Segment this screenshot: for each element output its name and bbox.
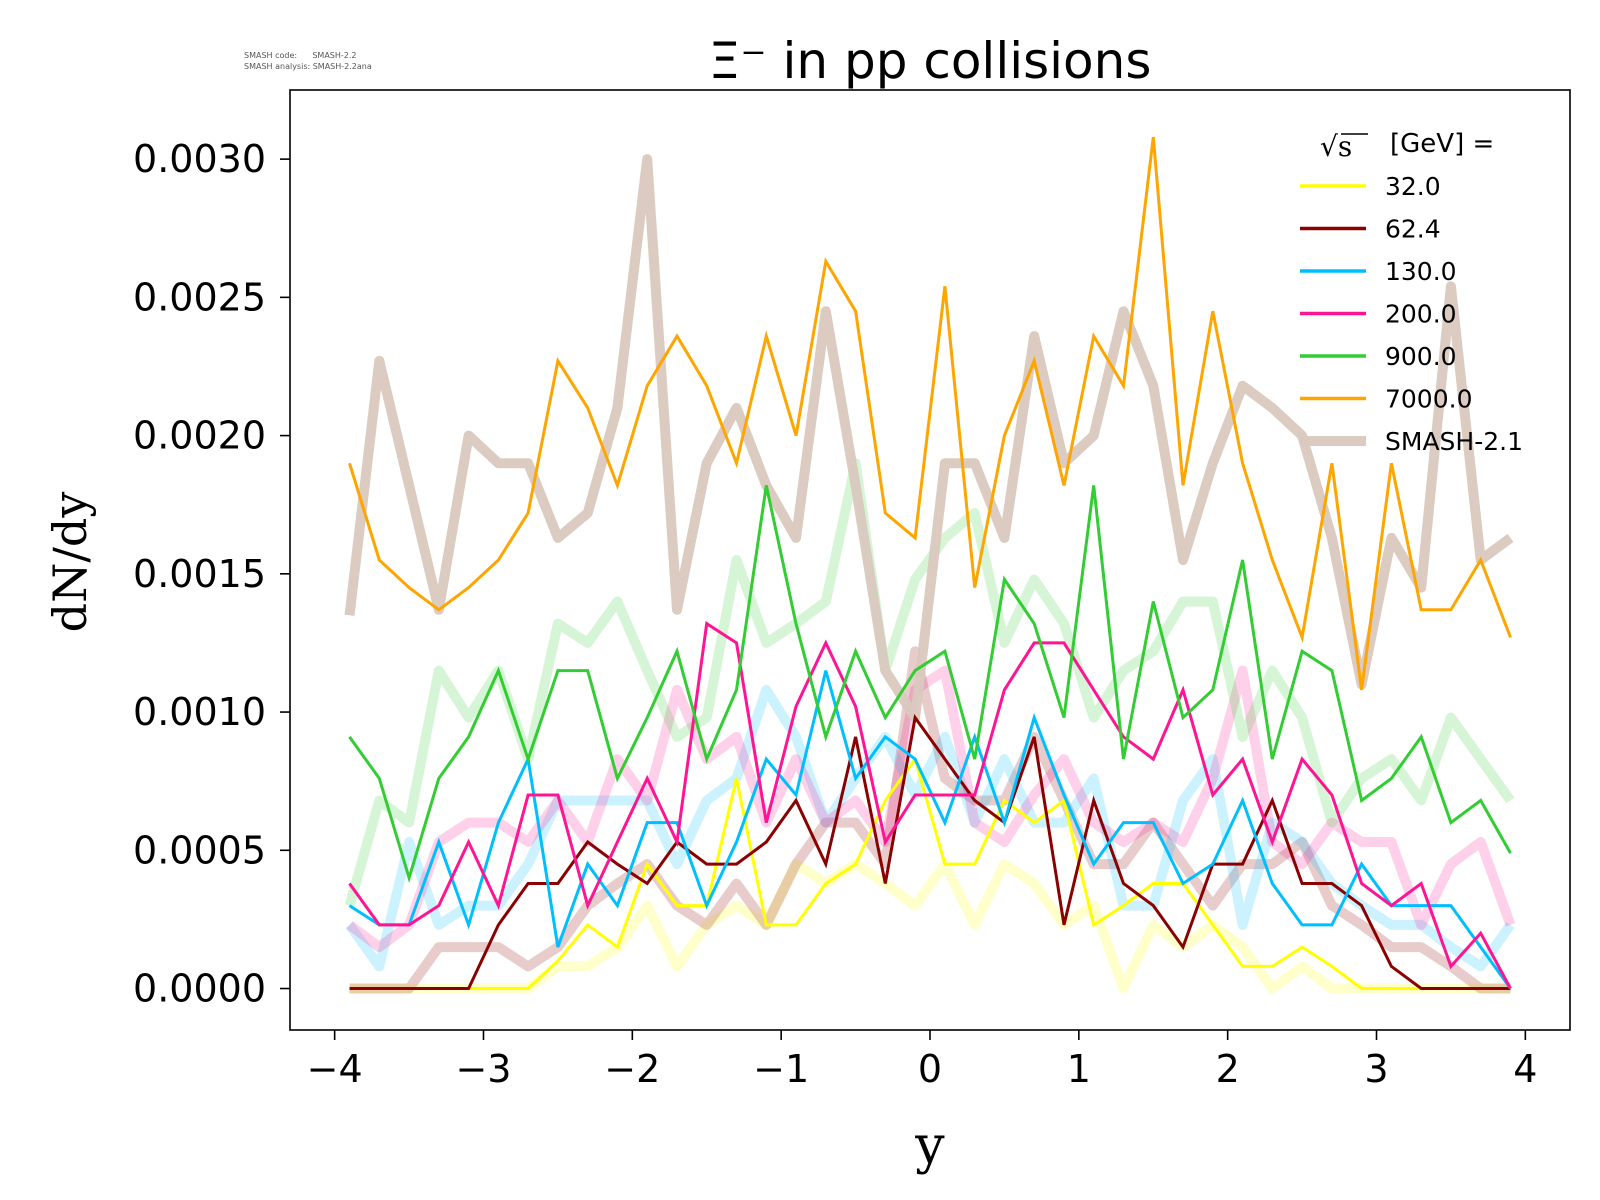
legend: √s [GeV] = 32.0 62.4 130.0 200.0 900.0 7000.0… — [1300, 129, 1523, 456]
series-line-32-0 — [349, 755, 1511, 990]
reference-line-130-0 — [345, 684, 1515, 972]
x-tick-label: 3 — [1364, 1047, 1388, 1091]
series-line-7000-0 — [348, 136, 1512, 691]
x-tick-label: 0 — [918, 1047, 942, 1091]
reference-line-200-0 — [346, 665, 1516, 953]
legend-label: SMASH-2.1 — [1385, 427, 1523, 456]
x-tick-label: 2 — [1216, 1047, 1240, 1091]
legend-label: 200.0 — [1385, 300, 1457, 329]
chart-title: Ξ⁻ in pp collisions — [709, 32, 1152, 90]
legend-title: [GeV] = — [1390, 129, 1494, 159]
smash-code-note: SMASH code: SMASH-2.2 — [244, 51, 357, 60]
legend-label: 900.0 — [1385, 342, 1457, 371]
y-tick-label: 0.0015 — [133, 552, 266, 596]
smash-analysis-note: SMASH analysis: SMASH-2.2ana — [244, 62, 372, 71]
reference-line-32-0 — [349, 859, 1511, 994]
legend-label: 32.0 — [1385, 172, 1441, 201]
x-tick-label: −2 — [604, 1047, 660, 1091]
series-line-62-4 — [349, 713, 1511, 990]
series-line-130-0 — [348, 670, 1512, 990]
x-tick-label: 4 — [1513, 1047, 1537, 1091]
y-tick-label: 0.0020 — [133, 414, 266, 458]
x-tick-label: −1 — [753, 1047, 809, 1091]
y-tick-label: 0.0025 — [133, 275, 266, 319]
reference-curves — [344, 154, 1516, 994]
series-curves — [348, 136, 1512, 990]
legend-label: 130.0 — [1385, 257, 1457, 286]
reference-line-62-4 — [349, 646, 1511, 994]
y-tick-label: 0.0010 — [133, 690, 266, 734]
x-tick-label: −3 — [455, 1047, 511, 1091]
legend-title-sqrt-s: √s — [1320, 130, 1352, 163]
axis-ticks: −4 −3 −2 −1 0 1 2 3 4 0.0000 0.0005 0.0010 0.0015 0.0… — [133, 137, 1537, 1091]
y-tick-label: 0.0000 — [133, 967, 266, 1011]
x-axis-label: y — [914, 1116, 945, 1176]
legend-label: 62.4 — [1385, 215, 1441, 244]
y-axis-label: dN/dy — [43, 492, 97, 633]
series-line-900-0 — [348, 485, 1512, 884]
series-line-200-0 — [348, 621, 1512, 990]
reference-line-7000-0 — [344, 154, 1514, 723]
x-tick-label: 1 — [1067, 1047, 1091, 1091]
x-tick-label: −4 — [307, 1047, 363, 1091]
y-tick-label: 0.0005 — [133, 828, 266, 872]
y-tick-label: 0.0030 — [133, 137, 266, 181]
legend-label: 7000.0 — [1385, 385, 1472, 414]
